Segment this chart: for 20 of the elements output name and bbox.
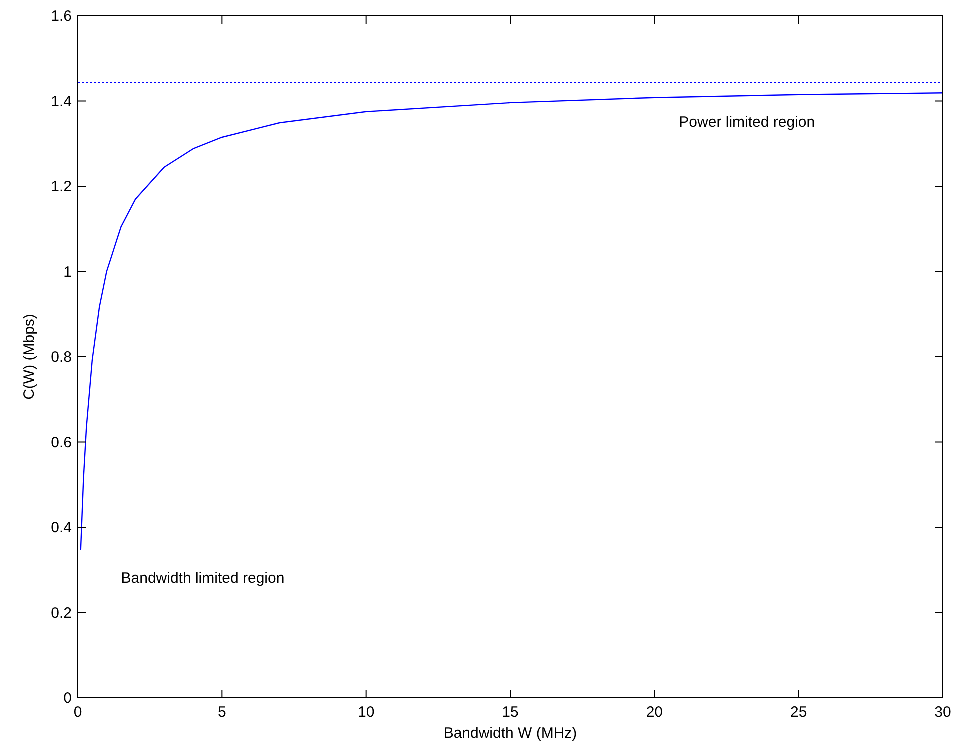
x-tick-label: 25 bbox=[790, 704, 808, 721]
x-tick-label: 15 bbox=[502, 704, 519, 721]
line-series bbox=[80, 92, 944, 552]
x-tick-label: 30 bbox=[934, 704, 952, 721]
y-tick-label: 0.8 bbox=[51, 349, 72, 366]
x-tick-label: 10 bbox=[358, 704, 375, 721]
annotation: Power limited region bbox=[679, 114, 816, 131]
y-tick-label: 1.4 bbox=[51, 93, 72, 110]
x-tick-label: 5 bbox=[218, 704, 226, 721]
y-tick-label: 1 bbox=[64, 264, 72, 281]
y-tick-label: 0.2 bbox=[51, 604, 72, 622]
y-tick-label: 0.4 bbox=[51, 520, 72, 536]
y-axis-title: C(W) (Mbps) bbox=[21, 314, 38, 400]
y-tick-label: 0 bbox=[64, 690, 72, 707]
annotation: Bandwidth limited region bbox=[121, 570, 285, 587]
x-tick-label: 20 bbox=[646, 704, 664, 721]
y-tick-label: 1.6 bbox=[51, 8, 72, 25]
y-tick-label: 1.2 bbox=[51, 178, 72, 196]
x-axis-title: Bandwidth W (MHz) bbox=[444, 725, 578, 742]
y-tick-label: 0.6 bbox=[51, 434, 72, 452]
